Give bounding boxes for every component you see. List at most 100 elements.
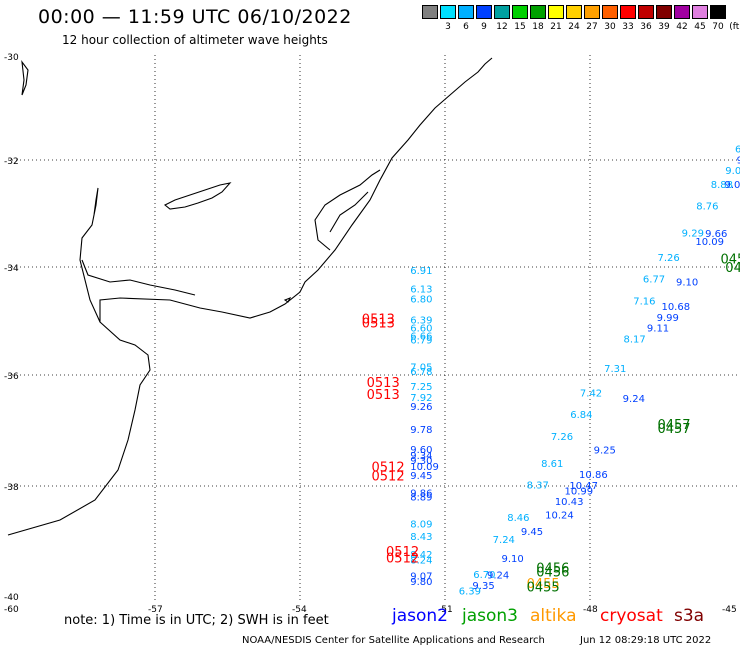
wave-height-label: 9.24 — [623, 394, 645, 405]
legend-swatch — [638, 5, 654, 19]
legend-swatch — [512, 5, 528, 19]
legend-tick-label: 12 — [496, 22, 508, 32]
satellite-jason2: jason2 — [392, 606, 448, 626]
wave-height-label: 9.45 — [521, 527, 543, 538]
lat-label: -38 — [4, 483, 19, 493]
wave-height-label: 10.86 — [579, 470, 608, 481]
wave-height-label: 7.05 — [410, 362, 432, 373]
wave-height-label: 7.26 — [551, 432, 573, 443]
wave-height-label: 8.24 — [410, 555, 432, 566]
satellite-jason3: jason3 — [462, 606, 518, 626]
wave-height-label: 9.29 — [682, 229, 704, 240]
wave-height-label: 9.60 — [410, 445, 432, 456]
wave-height-label: 6.77 — [643, 275, 665, 286]
wave-height-label: 9.66 — [705, 229, 727, 240]
legend-tick-label: 15 — [514, 22, 526, 32]
lat-label: -40 — [4, 593, 19, 603]
wave-height-label: 9.99 — [657, 313, 679, 324]
legend-tick-label: 45 — [694, 22, 706, 32]
legend-tick-label: 3 — [445, 22, 451, 32]
wave-height-label: 7.92 — [410, 393, 432, 404]
wave-height-label: 6.39 — [410, 315, 432, 326]
legend-swatch — [602, 5, 618, 19]
wave-height-label: 8.17 — [624, 334, 646, 345]
wave-height-label: 6.78 — [410, 367, 432, 378]
legend-tick-label: 36 — [640, 22, 652, 32]
wave-height-label: 7.16 — [633, 296, 655, 307]
legend-swatch — [440, 5, 456, 19]
legend-swatch — [656, 5, 672, 19]
wave-height-label: 8.89 — [410, 493, 432, 504]
wave-height-label: 9.45 — [410, 471, 432, 482]
wave-height-label: 6.60 — [410, 323, 432, 334]
lat-labels: -30 -32 -34 -36 -38 -40 — [4, 53, 19, 603]
legend-tick-label: 6 — [463, 22, 469, 32]
wave-height-label: 9.86 — [410, 489, 432, 500]
legend-swatch — [710, 5, 726, 19]
wave-height-label: 8.42 — [410, 550, 432, 561]
wave-height-label: 9.34 — [410, 451, 432, 462]
legend-unit: (ft) — [729, 22, 740, 32]
pass-time-label: 0512 — [372, 460, 405, 475]
lon-label: -54 — [292, 605, 307, 615]
legend-tick-label: 70 — [712, 22, 724, 32]
wave-height-label: 8.43 — [410, 532, 432, 543]
map-title: 00:00 — 11:59 UTC 06/10/2022 — [38, 6, 352, 28]
satellite-altika: altika — [530, 606, 577, 626]
lat-label: -34 — [4, 264, 19, 274]
wave-height-label: 10.24 — [545, 511, 574, 522]
pass-time-label: 0512 — [372, 469, 405, 484]
legend-swatch — [548, 5, 564, 19]
pass-time-label: 0457 — [657, 418, 690, 433]
graticule — [8, 55, 740, 600]
legend-tick-label: 24 — [568, 22, 580, 32]
wave-height-label: 8.76 — [696, 201, 718, 212]
wave-height-label: 9.30 — [410, 456, 432, 467]
legend-tick-label: 39 — [658, 22, 670, 32]
legend-swatch — [530, 5, 546, 19]
satellite-s3a: s3a — [674, 606, 705, 626]
map-subtitle: 12 hour collection of altimeter wave hei… — [62, 33, 328, 47]
lon-label: -45 — [722, 605, 737, 615]
lat-label: -36 — [4, 372, 19, 382]
wave-height-label: 10.43 — [555, 497, 584, 508]
wave-height-label: 7.31 — [604, 364, 626, 375]
wave-height-label: 6.91 — [410, 266, 432, 277]
legend-tick-label: 21 — [550, 22, 562, 32]
wave-height-label: 9.11 — [647, 324, 669, 335]
wave-height-label: 6.66 — [410, 332, 432, 343]
legend-swatch — [494, 5, 510, 19]
lon-label: -48 — [583, 605, 598, 615]
wave-height-label: 9.78 — [410, 425, 432, 436]
wave-height-label: 9.45 — [737, 156, 740, 167]
pass-time-label: 0512 — [386, 545, 419, 560]
wave-height-label: 9.07 — [410, 572, 432, 583]
lat-label: -30 — [4, 53, 19, 63]
wave-height-label: 7.42 — [580, 388, 602, 399]
wave-height-label: 8.09 — [410, 520, 432, 531]
wave-height-label: 9.08 — [725, 166, 740, 177]
wave-height-label: 9.80 — [410, 577, 432, 588]
wave-height-label: 6.80 — [410, 295, 432, 306]
wave-height-label: 8.61 — [541, 459, 563, 470]
satellite-cryosat: cryosat — [600, 606, 663, 626]
lat-label: -32 — [4, 157, 19, 167]
wave-height-label: 9.26 — [410, 402, 432, 413]
legend-tick-label: 33 — [622, 22, 634, 32]
wave-height-label: 10.09 — [410, 462, 439, 473]
legend-tick-label: 30 — [604, 22, 616, 32]
observation-labels: 6.916.136.806.396.606.666.797.056.787.25… — [362, 145, 740, 598]
legend-swatch — [620, 5, 636, 19]
wave-height-label: 6.39 — [459, 586, 481, 597]
legend-tick-label: 27 — [586, 22, 598, 32]
wave-height-label: 6.84 — [735, 145, 740, 156]
wave-height-label: 7.25 — [410, 382, 432, 393]
pass-time-label: 0456 — [536, 562, 569, 577]
wave-height-label: 10.09 — [695, 237, 724, 248]
pass-time-label: 0513 — [362, 317, 395, 332]
pass-time-label: 0457 — [657, 422, 690, 437]
wave-height-label: 6.79 — [410, 335, 432, 346]
lon-labels: -60 -57 -54 -51 -48 -45 — [4, 605, 737, 615]
wave-height-label: 7.26 — [657, 253, 679, 264]
